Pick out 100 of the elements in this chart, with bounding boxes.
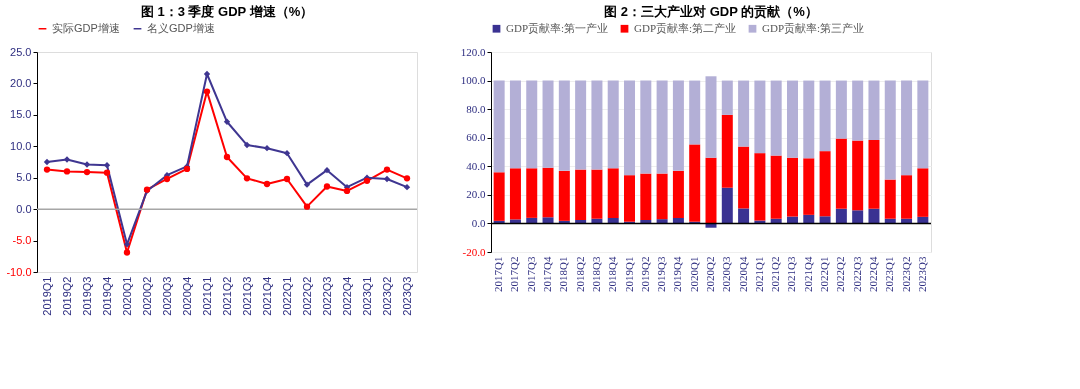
x-tick-label: 2023Q2 bbox=[899, 256, 912, 292]
bar bbox=[786, 157, 798, 217]
x-tick-label: 2017Q4 bbox=[541, 256, 554, 292]
x-tick-label: 2023Q1 bbox=[360, 276, 373, 316]
bar bbox=[901, 80, 913, 176]
x-tick-label: 2022Q4 bbox=[866, 256, 879, 292]
bar bbox=[835, 80, 847, 139]
legend-label: GDP贡献率:第一产业 bbox=[506, 21, 609, 35]
point bbox=[123, 249, 131, 256]
x-tick-label: 2021Q1 bbox=[752, 256, 765, 292]
bar bbox=[705, 157, 717, 224]
bar bbox=[868, 80, 880, 140]
point bbox=[303, 181, 311, 188]
x-tick-label: 2020Q2 bbox=[704, 256, 716, 292]
bar bbox=[901, 175, 913, 219]
bar bbox=[509, 219, 521, 224]
bar bbox=[542, 217, 554, 224]
bar bbox=[770, 80, 782, 156]
bar bbox=[738, 80, 750, 147]
y-tick-label: 25.0 bbox=[10, 45, 32, 58]
x-tick-label: 2021Q2 bbox=[769, 256, 782, 292]
bar bbox=[868, 208, 880, 224]
x-tick-label: 2020Q3 bbox=[720, 256, 733, 292]
bar bbox=[493, 80, 505, 173]
chart-title: 图 2：三大产业对 GDP 的贡献（%） bbox=[604, 4, 818, 19]
bar bbox=[542, 80, 554, 168]
x-tick-label: 2021Q1 bbox=[200, 276, 213, 316]
legend-label: GDP贡献率:第三产业 bbox=[762, 21, 865, 35]
bar bbox=[803, 214, 815, 224]
x-tick-label: 2021Q4 bbox=[801, 256, 814, 292]
point bbox=[103, 169, 111, 176]
legend-label: 实际GDP增速 bbox=[52, 21, 120, 34]
bar bbox=[542, 167, 554, 218]
bar bbox=[852, 80, 864, 141]
bar bbox=[705, 76, 717, 158]
bar bbox=[624, 175, 636, 222]
y-tick-label: 10.0 bbox=[10, 139, 32, 152]
bar bbox=[591, 169, 603, 219]
point bbox=[403, 183, 411, 191]
bar bbox=[835, 138, 847, 209]
point bbox=[383, 166, 391, 173]
x-tick-label: 2021Q4 bbox=[260, 276, 273, 316]
x-tick-label: 2019Q1 bbox=[40, 276, 53, 316]
point bbox=[403, 175, 411, 182]
x-tick-label: 2023Q2 bbox=[380, 276, 393, 316]
chart-title: 图 1：3 季度 GDP 增速（%） bbox=[140, 4, 314, 19]
bar bbox=[526, 217, 538, 224]
x-tick-label: 2019Q2 bbox=[638, 256, 651, 292]
point bbox=[43, 158, 51, 166]
legend-label: 名义GDP增速 bbox=[147, 21, 215, 34]
y-tick-label: 20.0 bbox=[466, 188, 486, 201]
x-tick-label: 2017Q1 bbox=[492, 256, 505, 292]
bar bbox=[689, 80, 701, 145]
point bbox=[83, 168, 91, 176]
bar bbox=[721, 187, 733, 224]
x-tick-label: 2019Q3 bbox=[80, 276, 93, 316]
x-tick-label: 2023Q1 bbox=[883, 256, 896, 292]
bar bbox=[624, 80, 636, 176]
x-tick-label: 2021Q3 bbox=[240, 276, 253, 316]
point bbox=[223, 153, 231, 161]
bar bbox=[754, 153, 766, 221]
y-tick-label: 120.0 bbox=[460, 45, 486, 58]
x-tick-label: 2022Q2 bbox=[834, 256, 847, 292]
bar bbox=[607, 218, 619, 224]
bar bbox=[803, 158, 815, 215]
x-tick-label: 2019Q3 bbox=[655, 256, 668, 292]
bar bbox=[835, 208, 847, 224]
bar bbox=[803, 80, 815, 159]
x-tick-label: 2022Q1 bbox=[280, 276, 293, 316]
point bbox=[303, 203, 311, 210]
point bbox=[263, 145, 271, 152]
x-tick-label: 2018Q4 bbox=[606, 256, 619, 292]
y-tick-label: -20.0 bbox=[462, 245, 486, 258]
bar bbox=[575, 169, 587, 220]
bar bbox=[672, 170, 684, 218]
bar bbox=[493, 172, 505, 221]
bar bbox=[575, 80, 587, 170]
y-tick-label: -10.0 bbox=[6, 265, 32, 278]
x-tick-label: 2020Q4 bbox=[736, 256, 749, 292]
point bbox=[263, 180, 271, 188]
x-tick-label: 2019Q1 bbox=[622, 256, 635, 292]
bar bbox=[526, 168, 538, 218]
x-tick-label: 2020Q1 bbox=[687, 256, 700, 292]
point bbox=[323, 167, 331, 174]
x-tick-label: 2018Q3 bbox=[589, 256, 602, 292]
legend-label: GDP贡献率:第二产业 bbox=[634, 21, 737, 35]
point bbox=[83, 161, 91, 168]
x-tick-label: 2020Q3 bbox=[160, 276, 173, 316]
bar bbox=[721, 80, 733, 115]
point bbox=[43, 166, 51, 173]
x-tick-label: 2018Q2 bbox=[573, 256, 586, 292]
point bbox=[363, 177, 371, 185]
bar bbox=[558, 80, 570, 171]
bar bbox=[819, 216, 831, 224]
x-tick-label: 2022Q4 bbox=[340, 276, 353, 316]
point bbox=[283, 150, 291, 157]
bar bbox=[672, 218, 684, 224]
point bbox=[243, 141, 251, 149]
y-tick-label: 0.0 bbox=[16, 202, 32, 215]
point bbox=[103, 161, 111, 169]
